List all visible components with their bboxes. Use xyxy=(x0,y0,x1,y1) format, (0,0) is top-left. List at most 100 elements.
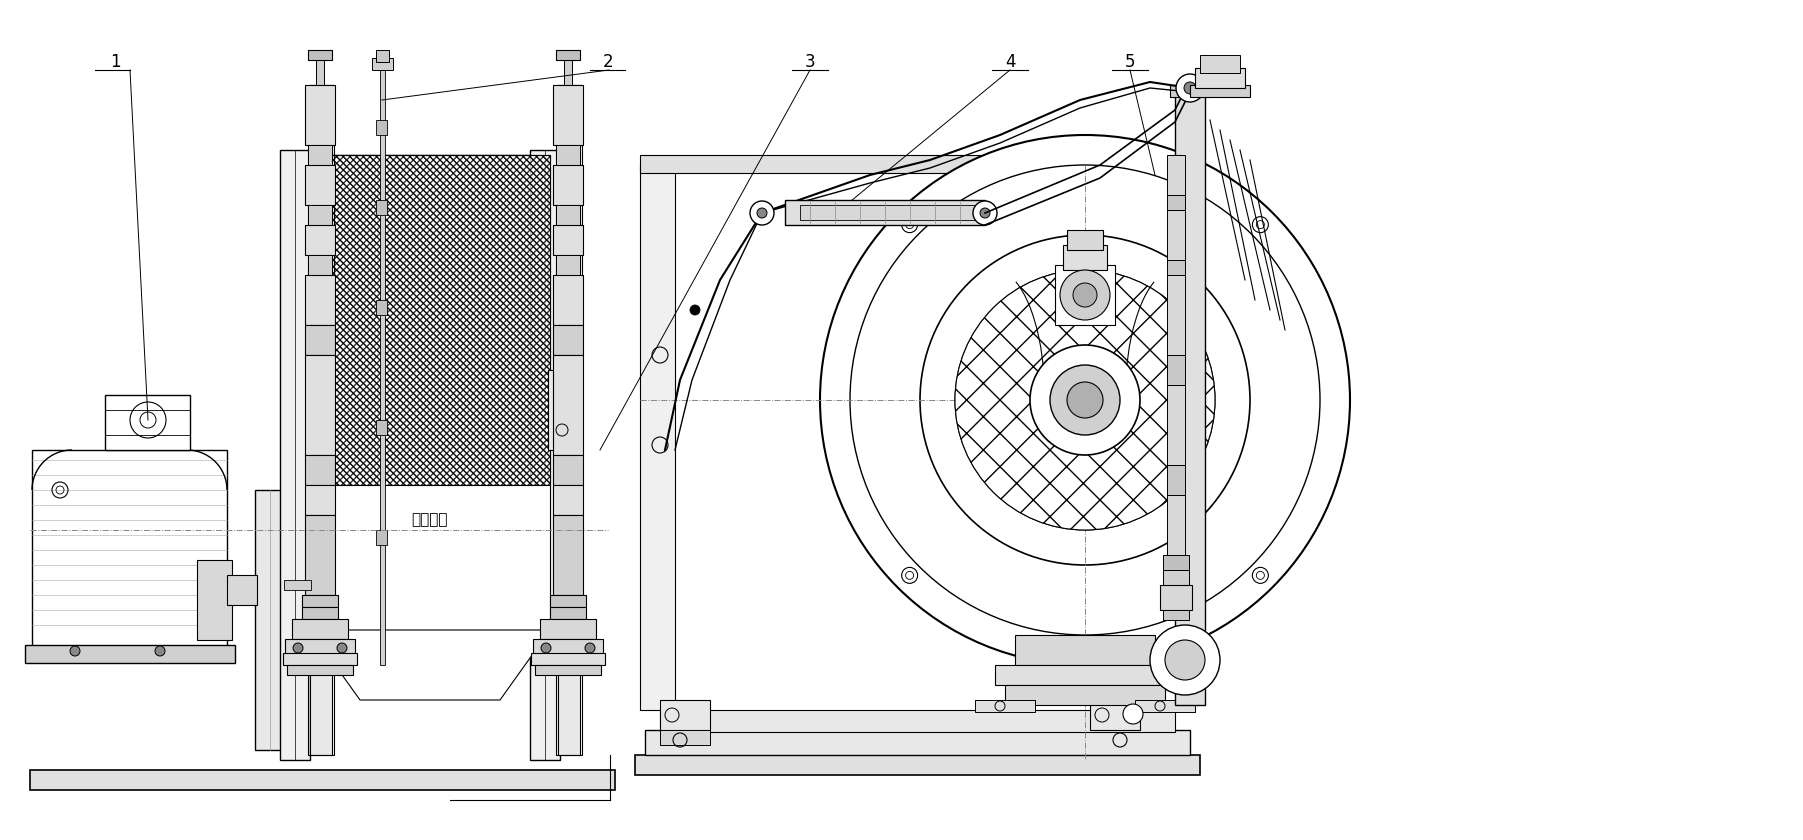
Bar xyxy=(371,58,393,70)
Bar xyxy=(1167,385,1185,465)
Bar xyxy=(532,653,606,665)
Bar xyxy=(535,665,600,675)
Bar xyxy=(557,85,581,755)
Circle shape xyxy=(956,270,1215,530)
Bar xyxy=(530,150,561,760)
Bar xyxy=(555,255,581,275)
Bar xyxy=(1055,265,1114,325)
Circle shape xyxy=(905,221,914,228)
Bar xyxy=(1091,700,1139,730)
Bar xyxy=(640,165,674,710)
Circle shape xyxy=(757,208,766,218)
Bar xyxy=(377,530,388,545)
Bar xyxy=(310,155,550,630)
Bar xyxy=(1163,610,1188,620)
Bar xyxy=(301,607,337,619)
Bar xyxy=(305,325,335,355)
Bar xyxy=(550,595,586,607)
Bar xyxy=(308,50,332,60)
Bar xyxy=(1136,700,1195,712)
Bar xyxy=(305,355,335,455)
Bar xyxy=(640,155,1159,173)
Circle shape xyxy=(1165,640,1204,680)
Bar xyxy=(1163,555,1188,570)
Circle shape xyxy=(1060,270,1111,320)
Circle shape xyxy=(1030,345,1139,455)
Bar xyxy=(1163,570,1188,585)
Bar xyxy=(308,255,332,275)
Circle shape xyxy=(1257,571,1264,580)
Bar xyxy=(564,55,572,95)
Bar xyxy=(285,580,310,590)
Bar xyxy=(1167,195,1185,210)
Bar xyxy=(1201,55,1240,73)
Bar xyxy=(227,575,258,605)
Circle shape xyxy=(1073,283,1096,307)
Bar xyxy=(1167,495,1185,555)
Bar xyxy=(1167,260,1185,275)
Circle shape xyxy=(1150,625,1221,695)
Circle shape xyxy=(691,305,700,315)
Bar xyxy=(377,200,388,215)
Text: 3: 3 xyxy=(804,53,815,71)
Bar xyxy=(1125,165,1159,710)
Bar xyxy=(377,120,388,135)
Bar xyxy=(554,485,582,515)
Circle shape xyxy=(1123,704,1143,724)
Bar xyxy=(308,205,332,225)
Bar xyxy=(801,205,981,220)
Circle shape xyxy=(902,567,918,583)
Bar xyxy=(1167,210,1185,260)
Bar xyxy=(645,730,1190,755)
Bar xyxy=(554,225,582,255)
Bar xyxy=(1190,85,1249,97)
Circle shape xyxy=(1185,82,1195,94)
Bar xyxy=(285,639,355,654)
Circle shape xyxy=(905,571,914,580)
Bar xyxy=(1159,585,1192,610)
Bar xyxy=(660,700,710,730)
Bar xyxy=(377,300,388,315)
Bar xyxy=(1167,355,1185,385)
Circle shape xyxy=(541,643,552,653)
Bar xyxy=(254,490,285,750)
Bar xyxy=(1067,230,1103,250)
Bar xyxy=(377,50,389,62)
Bar xyxy=(555,50,581,60)
Circle shape xyxy=(1253,217,1268,233)
Bar xyxy=(1170,85,1210,97)
Bar xyxy=(310,155,550,485)
Bar xyxy=(305,225,335,255)
Bar xyxy=(197,560,233,640)
Bar xyxy=(975,700,1035,712)
Circle shape xyxy=(1049,365,1120,435)
Bar xyxy=(554,355,582,455)
Bar xyxy=(1064,245,1107,270)
Bar xyxy=(283,653,357,665)
Bar xyxy=(554,325,582,355)
Bar xyxy=(554,455,582,485)
Bar xyxy=(377,420,388,435)
Bar xyxy=(554,275,582,325)
Bar xyxy=(1167,275,1185,355)
Bar xyxy=(310,85,332,755)
Bar xyxy=(1195,68,1246,88)
Bar xyxy=(287,665,353,675)
Circle shape xyxy=(956,270,1215,530)
Bar xyxy=(1167,465,1185,495)
Circle shape xyxy=(1067,382,1103,418)
Bar xyxy=(32,450,227,650)
Bar xyxy=(305,485,335,515)
Bar xyxy=(305,165,335,205)
Bar xyxy=(1015,635,1156,665)
Bar xyxy=(660,710,1176,732)
Circle shape xyxy=(750,201,773,225)
Bar xyxy=(305,455,335,485)
Text: 1: 1 xyxy=(110,53,121,71)
Bar xyxy=(995,665,1176,685)
Bar xyxy=(555,205,581,225)
Circle shape xyxy=(294,643,303,653)
Bar xyxy=(308,145,332,165)
Bar xyxy=(279,150,310,760)
Circle shape xyxy=(584,643,595,653)
